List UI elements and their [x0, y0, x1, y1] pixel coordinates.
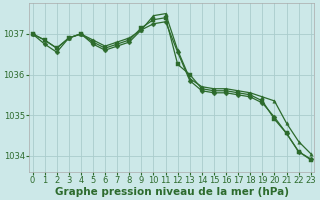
- X-axis label: Graphe pression niveau de la mer (hPa): Graphe pression niveau de la mer (hPa): [55, 187, 289, 197]
